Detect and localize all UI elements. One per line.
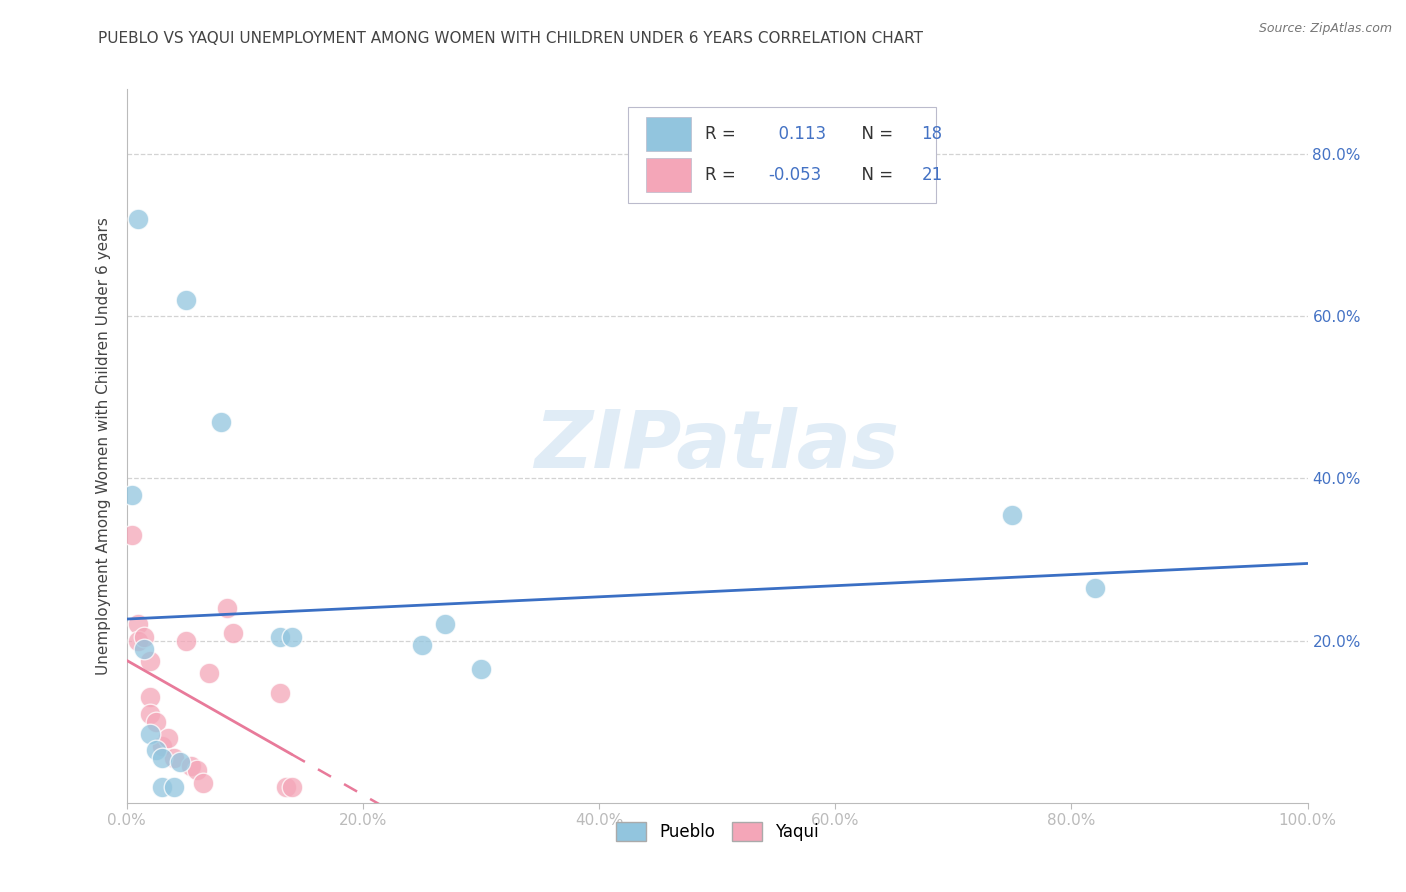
Point — [269, 686, 291, 700]
Point — [222, 625, 245, 640]
Point — [139, 727, 162, 741]
Point — [209, 415, 232, 429]
Point — [269, 630, 291, 644]
Point — [127, 617, 149, 632]
Point — [434, 617, 457, 632]
Y-axis label: Unemployment Among Women with Children Under 6 years: Unemployment Among Women with Children U… — [96, 217, 111, 675]
FancyBboxPatch shape — [647, 158, 692, 192]
Point — [198, 666, 221, 681]
FancyBboxPatch shape — [628, 107, 935, 203]
Text: Source: ZipAtlas.com: Source: ZipAtlas.com — [1258, 22, 1392, 36]
Text: N =: N = — [851, 125, 898, 143]
Point — [139, 690, 162, 705]
Text: PUEBLO VS YAQUI UNEMPLOYMENT AMONG WOMEN WITH CHILDREN UNDER 6 YEARS CORRELATION: PUEBLO VS YAQUI UNEMPLOYMENT AMONG WOMEN… — [98, 31, 924, 46]
Point — [180, 759, 202, 773]
Point — [150, 780, 173, 794]
Point — [174, 633, 197, 648]
Point — [411, 638, 433, 652]
Point — [163, 780, 186, 794]
Point — [281, 630, 304, 644]
Legend: Pueblo, Yaqui: Pueblo, Yaqui — [609, 815, 825, 848]
Point — [139, 706, 162, 721]
Point — [186, 764, 208, 778]
Point — [150, 739, 173, 753]
Text: ZIPatlas: ZIPatlas — [534, 407, 900, 485]
Text: N =: N = — [851, 166, 898, 184]
Text: -0.053: -0.053 — [768, 166, 821, 184]
Point — [281, 780, 304, 794]
Text: 18: 18 — [921, 125, 942, 143]
Point — [274, 780, 297, 794]
Point — [1084, 581, 1107, 595]
Point — [193, 775, 215, 789]
Point — [145, 743, 167, 757]
Point — [127, 633, 149, 648]
Point — [174, 293, 197, 307]
Point — [163, 751, 186, 765]
Point — [470, 662, 492, 676]
Point — [150, 751, 173, 765]
Point — [121, 528, 143, 542]
Text: 21: 21 — [921, 166, 942, 184]
Text: R =: R = — [706, 125, 741, 143]
Point — [215, 601, 238, 615]
Point — [169, 756, 191, 770]
Point — [134, 630, 156, 644]
Point — [134, 641, 156, 656]
Point — [127, 211, 149, 226]
FancyBboxPatch shape — [647, 117, 692, 152]
Point — [156, 731, 179, 745]
Point — [121, 488, 143, 502]
Point — [145, 714, 167, 729]
Text: R =: R = — [706, 166, 741, 184]
Point — [139, 654, 162, 668]
Text: 0.113: 0.113 — [768, 125, 825, 143]
Point — [1001, 508, 1024, 522]
